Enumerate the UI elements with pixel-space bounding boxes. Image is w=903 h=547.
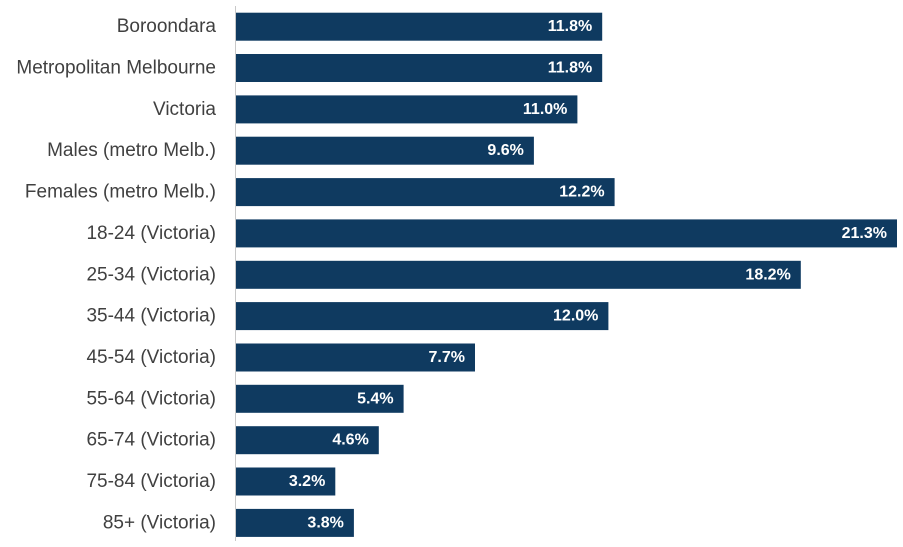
value-label-0: 11.8%	[548, 18, 592, 35]
value-label-9: 5.4%	[357, 390, 393, 407]
bar-7	[236, 302, 609, 331]
value-label-7: 12.0%	[553, 308, 598, 325]
category-label-9: 55-64 (Victoria)	[86, 388, 216, 409]
category-label-2: Victoria	[153, 99, 216, 120]
bar-8	[236, 343, 475, 372]
value-label-4: 12.2%	[559, 184, 604, 201]
bar-2	[236, 95, 578, 124]
bar-6	[236, 260, 801, 289]
category-label-10: 65-74 (Victoria)	[86, 430, 216, 451]
value-label-2: 11.0%	[523, 101, 567, 118]
value-label-12: 3.8%	[307, 514, 343, 531]
bar-10	[236, 426, 379, 455]
value-labels-group: 11.8% 11.8% 11.0% 9.6% 12.2% 21.3% 18.2% 12.0% 7…	[289, 18, 887, 531]
bars-group	[236, 12, 897, 537]
value-label-5: 21.3%	[842, 225, 887, 242]
category-label-6: 25-34 (Victoria)	[86, 264, 216, 285]
category-label-4: Females (metro Melb.)	[25, 182, 216, 203]
category-label-12: 85+ (Victoria)	[103, 512, 216, 533]
category-labels-group: Boroondara Metropolitan Melbourne Victoria…	[16, 16, 216, 533]
bar-3	[236, 136, 534, 165]
category-label-3: Males (metro Melb.)	[47, 140, 216, 161]
bar-9	[236, 384, 404, 413]
bar-12	[236, 508, 354, 537]
bar-5	[236, 219, 897, 248]
category-label-5: 18-24 (Victoria)	[86, 223, 216, 244]
value-label-6: 18.2%	[745, 266, 790, 283]
category-label-7: 35-44 (Victoria)	[86, 306, 216, 327]
value-label-11: 3.2%	[289, 473, 325, 490]
category-label-1: Metropolitan Melbourne	[16, 58, 216, 79]
bar-1	[236, 54, 603, 82]
bar-11	[236, 467, 336, 496]
value-label-3: 9.6%	[487, 142, 523, 159]
value-label-8: 7.7%	[429, 349, 465, 366]
value-label-1: 11.8%	[548, 60, 592, 77]
value-label-10: 4.6%	[332, 432, 368, 449]
bar-0	[236, 12, 603, 41]
bar-4	[236, 178, 615, 207]
category-label-8: 45-54 (Victoria)	[86, 347, 216, 368]
category-label-11: 75-84 (Victoria)	[86, 471, 216, 492]
category-label-0: Boroondara	[117, 16, 217, 37]
